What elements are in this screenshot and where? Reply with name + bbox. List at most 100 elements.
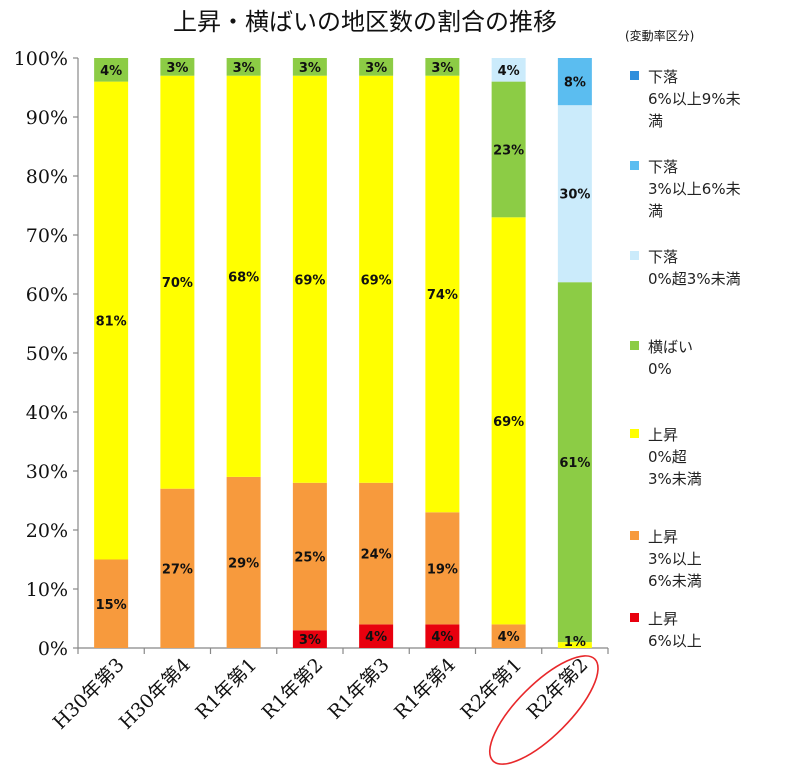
legend-entry-label: 3%以上	[648, 550, 702, 568]
bar-segment	[359, 482, 394, 625]
legend-entry-label: 下落	[648, 68, 678, 86]
data-label: 69%	[294, 273, 325, 288]
data-label: 19%	[427, 562, 458, 577]
data-label: 3%	[166, 61, 188, 76]
legend-entry-label: 上昇	[648, 610, 678, 628]
legend-entry-label: 下落	[648, 248, 678, 266]
data-label: 4%	[498, 630, 520, 645]
x-tick-label: R1年第4	[390, 654, 460, 724]
y-tick-label: 80%	[26, 166, 68, 188]
bar-segment	[94, 81, 129, 560]
legend-entry-label: 上昇	[648, 528, 678, 546]
legend-entry-label: 下落	[648, 158, 678, 176]
data-label: 70%	[162, 276, 193, 291]
legend-entry-label: 横ばい	[648, 338, 693, 356]
data-label: 3%	[299, 633, 321, 648]
y-tick-label: 20%	[26, 520, 68, 542]
bar-segment	[292, 630, 327, 648]
bar-segment	[160, 75, 195, 489]
legend-entry-label: 満	[648, 112, 663, 130]
bar-segment	[160, 488, 195, 648]
legend-swatch	[630, 531, 639, 540]
data-label: 4%	[100, 64, 122, 79]
y-tick-label: 100%	[14, 48, 68, 70]
x-tick-label: H30年第4	[115, 654, 195, 734]
data-label: 4%	[498, 64, 520, 79]
bar-segment	[292, 482, 327, 631]
bar-segment	[491, 58, 526, 82]
data-label: 81%	[96, 315, 127, 330]
highlight-ellipse	[488, 655, 599, 765]
bar-segment	[359, 624, 394, 648]
x-tick-label: R1年第2	[258, 654, 328, 724]
x-tick-label: H30年第3	[49, 654, 129, 734]
data-label: 4%	[431, 630, 453, 645]
bar-segment	[359, 58, 394, 76]
data-label: 30%	[559, 188, 590, 203]
bar-segment	[557, 105, 592, 283]
data-label: 69%	[493, 415, 524, 430]
plot-area: 0% 10% 20% 30% 40% 50% 60% 70% 80% 90% 100% 15% 81% 4…	[14, 48, 609, 765]
data-label: 8%	[564, 76, 586, 91]
y-tick-label: 50%	[26, 343, 68, 365]
bar-segment	[425, 58, 460, 76]
data-label: 3%	[431, 61, 453, 76]
data-label: 15%	[96, 598, 127, 613]
bar-segment	[491, 81, 526, 218]
y-tick-label: 40%	[26, 402, 68, 424]
bar-segment	[425, 75, 460, 513]
data-label: 74%	[427, 288, 458, 303]
bar-segment	[94, 559, 129, 648]
x-tick-label: R2年第1	[457, 654, 527, 724]
data-label: 1%	[564, 635, 586, 650]
x-tick-label: R1年第1	[192, 654, 262, 724]
legend-entry-label: 0%超	[648, 448, 687, 466]
bar-segment	[94, 58, 129, 82]
y-tick-label: 10%	[26, 579, 68, 601]
x-tick-label: R2年第2	[523, 654, 593, 724]
legend-entry-label: 0%	[648, 360, 672, 378]
y-tick-label: 90%	[26, 107, 68, 129]
bar-segment	[359, 75, 394, 483]
data-label: 23%	[493, 143, 524, 158]
legend-entry-label: 6%以上	[648, 632, 702, 650]
y-tick-label: 60%	[26, 284, 68, 306]
data-label: 29%	[228, 556, 259, 571]
legend-swatch	[630, 161, 639, 170]
bar-segment	[557, 642, 592, 648]
data-label: 61%	[559, 456, 590, 471]
bar-segment	[160, 58, 195, 76]
data-label: 3%	[233, 61, 255, 76]
legend-swatch	[630, 251, 639, 260]
bar-segment	[491, 217, 526, 625]
bar-segment	[292, 58, 327, 76]
legend-swatch	[630, 341, 639, 350]
legend-title: (変動率区分)	[625, 28, 694, 43]
legend-swatch	[630, 71, 639, 80]
data-label: 24%	[361, 548, 392, 563]
y-tick-label: 0%	[38, 638, 68, 660]
bar-segment	[425, 624, 460, 648]
legend-swatch	[630, 429, 639, 438]
bar-segment	[226, 476, 261, 648]
bar-segment	[557, 58, 592, 106]
legend-entry-label: 3%以上6%未	[648, 180, 741, 198]
data-label: 27%	[162, 562, 193, 577]
legend-swatch	[630, 613, 639, 622]
bar-segment	[226, 75, 261, 477]
data-label: 25%	[294, 551, 325, 566]
y-tick-label: 70%	[26, 225, 68, 247]
legend-entry-label: 6%未満	[648, 572, 702, 590]
bar-segment	[557, 282, 592, 643]
legend-entry-label: 満	[648, 202, 663, 220]
legend-entry-label: 上昇	[648, 426, 678, 444]
bar-segment	[292, 75, 327, 483]
y-tick-label: 30%	[26, 461, 68, 483]
legend-entry-label: 0%超3%未満	[648, 270, 741, 288]
data-label: 4%	[365, 630, 387, 645]
bar-segment	[226, 58, 261, 76]
legend: 下落6%以上9%未満下落3%以上6%未満下落0%超3%未満横ばい0%上昇0%超3…	[630, 68, 741, 650]
bar-segment	[491, 624, 526, 648]
data-label: 3%	[299, 61, 321, 76]
